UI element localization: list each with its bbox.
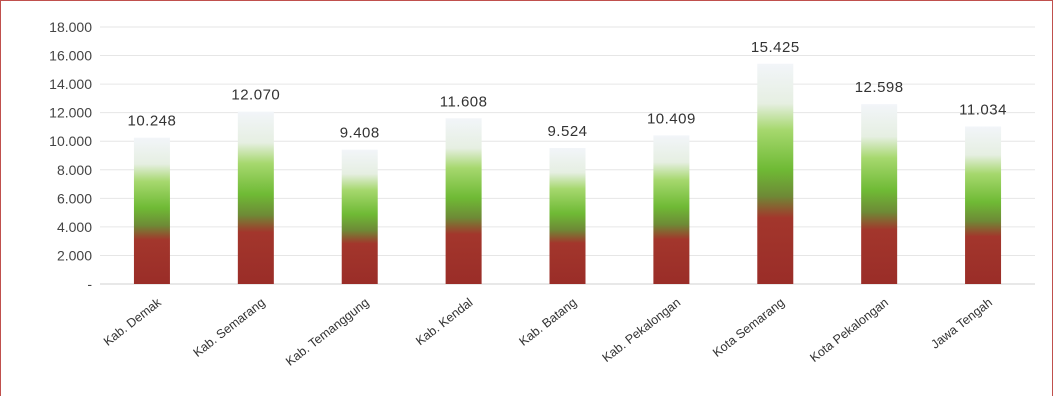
data-label: 12.598 (855, 79, 904, 96)
data-label: 9.524 (547, 123, 587, 140)
y-tick-label: 10.000 (49, 133, 92, 149)
x-tick-label: Kota Semarang (710, 295, 787, 360)
bar (653, 135, 690, 284)
y-tick-label: 14.000 (49, 76, 92, 92)
bar (341, 149, 378, 284)
y-axis-ticks: - 2.000 4.000 6.000 8.000 10.000 12.000 14.000 1… (49, 19, 92, 292)
data-labels: 10.248 12.070 9.408 11.608 9.524 10.409 15.425… (127, 39, 1006, 142)
x-axis-labels: Kab. Demak Kab. Semarang Kab. Temanggung Ka… (101, 295, 995, 369)
y-tick-label: 8.000 (57, 162, 92, 178)
data-label: 15.425 (751, 39, 800, 56)
y-tick-label: - (87, 276, 92, 292)
y-tick-label: 16.000 (49, 48, 92, 64)
data-label: 9.408 (340, 125, 380, 142)
bars (133, 63, 1002, 285)
x-tick-label: Kota Pekalongan (807, 295, 891, 365)
bar (237, 111, 274, 284)
x-tick-label: Jawa Tengah (928, 295, 995, 351)
data-label: 10.409 (647, 110, 696, 127)
bar (549, 148, 586, 284)
x-tick-label: Kab. Demak (101, 295, 164, 349)
x-tick-label: Kab. Batang (517, 295, 580, 348)
data-label: 11.608 (440, 93, 488, 110)
y-tick-label: 12.000 (49, 105, 92, 121)
y-tick-label: 4.000 (57, 219, 92, 235)
bar (133, 137, 170, 284)
bar (445, 118, 482, 285)
data-label: 10.248 (127, 113, 176, 130)
x-tick-label: Kab. Kendal (413, 295, 475, 348)
data-label: 11.034 (959, 101, 1007, 118)
bar (757, 63, 794, 285)
y-tick-label: 18.000 (49, 19, 92, 35)
y-tick-label: 6.000 (57, 190, 92, 206)
x-tick-label: Kab. Semarang (191, 295, 268, 360)
y-tick-label: 2.000 (57, 247, 92, 263)
bar (965, 126, 1002, 284)
data-label: 12.070 (231, 87, 280, 104)
x-tick-label: Kab. Pekalongan (600, 295, 684, 365)
bar (861, 104, 898, 284)
x-tick-label: Kab. Temanggung (283, 295, 371, 368)
